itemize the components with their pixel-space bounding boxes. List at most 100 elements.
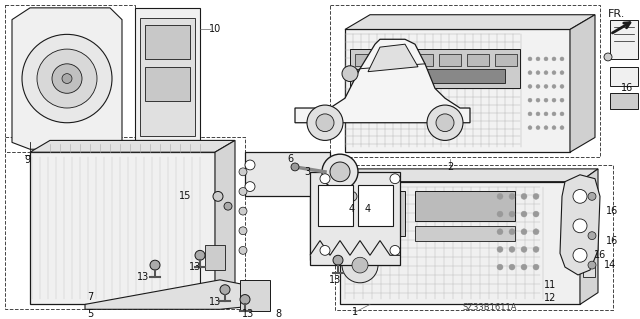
Text: 13: 13 — [137, 272, 149, 282]
Circle shape — [604, 53, 612, 61]
Circle shape — [363, 191, 373, 201]
Bar — [355, 69, 505, 84]
Bar — [610, 20, 638, 59]
Polygon shape — [570, 15, 595, 152]
Text: 6: 6 — [287, 154, 293, 164]
Polygon shape — [560, 175, 600, 275]
Circle shape — [333, 255, 343, 265]
Text: 10: 10 — [209, 25, 221, 34]
Circle shape — [224, 202, 232, 210]
Text: 11: 11 — [544, 280, 556, 290]
Circle shape — [320, 174, 330, 184]
Circle shape — [552, 57, 556, 61]
Circle shape — [544, 71, 548, 75]
Bar — [140, 18, 195, 136]
Polygon shape — [30, 152, 215, 304]
Bar — [205, 246, 225, 270]
Circle shape — [509, 193, 515, 199]
Circle shape — [62, 74, 72, 84]
Polygon shape — [340, 169, 598, 182]
Polygon shape — [295, 39, 470, 123]
Bar — [145, 67, 190, 101]
Bar — [355, 101, 405, 109]
Circle shape — [544, 85, 548, 88]
Polygon shape — [30, 140, 235, 152]
Text: 7: 7 — [87, 292, 93, 301]
Polygon shape — [580, 169, 598, 304]
Polygon shape — [345, 15, 595, 29]
Text: FR.: FR. — [608, 9, 625, 19]
Text: 14: 14 — [604, 260, 616, 270]
Circle shape — [342, 248, 378, 283]
Text: 4: 4 — [349, 204, 355, 214]
Circle shape — [536, 57, 540, 61]
Circle shape — [307, 105, 343, 140]
Circle shape — [22, 34, 112, 123]
Circle shape — [509, 264, 515, 270]
Circle shape — [220, 285, 230, 294]
Bar — [467, 54, 489, 66]
Bar — [330, 5, 600, 157]
Text: 5: 5 — [87, 309, 93, 319]
Circle shape — [536, 85, 540, 88]
Bar — [383, 54, 405, 66]
Circle shape — [536, 98, 540, 102]
Circle shape — [436, 114, 454, 131]
Polygon shape — [368, 44, 418, 72]
Circle shape — [533, 247, 539, 252]
Text: 16: 16 — [621, 83, 633, 93]
Bar — [583, 265, 595, 277]
Circle shape — [509, 247, 515, 252]
Bar — [155, 145, 180, 157]
Circle shape — [521, 229, 527, 235]
Circle shape — [560, 57, 564, 61]
Bar — [350, 49, 520, 88]
Circle shape — [588, 232, 596, 240]
Text: 13: 13 — [242, 309, 254, 319]
Circle shape — [560, 98, 564, 102]
Circle shape — [528, 71, 532, 75]
Circle shape — [390, 246, 400, 255]
Bar — [610, 67, 638, 86]
Circle shape — [497, 229, 503, 235]
Polygon shape — [310, 241, 400, 255]
Bar — [355, 90, 405, 98]
Circle shape — [291, 163, 299, 171]
Circle shape — [195, 250, 205, 260]
Circle shape — [544, 98, 548, 102]
Bar — [145, 25, 190, 59]
Circle shape — [240, 294, 250, 304]
Circle shape — [573, 189, 587, 203]
Circle shape — [347, 191, 357, 201]
Circle shape — [528, 57, 532, 61]
Circle shape — [573, 249, 587, 262]
Text: 13: 13 — [329, 275, 341, 285]
Bar — [411, 54, 433, 66]
Circle shape — [342, 66, 358, 81]
Circle shape — [560, 71, 564, 75]
Bar — [583, 236, 595, 250]
Circle shape — [552, 71, 556, 75]
Circle shape — [239, 227, 247, 235]
Bar — [358, 185, 393, 226]
Polygon shape — [135, 8, 200, 152]
Bar — [345, 191, 405, 236]
Circle shape — [509, 229, 515, 235]
Circle shape — [322, 154, 358, 189]
Circle shape — [536, 71, 540, 75]
Circle shape — [427, 105, 463, 140]
Bar — [5, 137, 245, 309]
Circle shape — [552, 85, 556, 88]
Bar — [5, 5, 135, 152]
Bar — [610, 93, 638, 109]
Circle shape — [239, 168, 247, 176]
Circle shape — [213, 191, 223, 201]
Circle shape — [544, 57, 548, 61]
Circle shape — [533, 229, 539, 235]
Circle shape — [52, 64, 82, 93]
Bar — [415, 226, 515, 241]
Circle shape — [528, 85, 532, 88]
Text: 9: 9 — [24, 155, 30, 165]
Bar — [495, 54, 517, 66]
Circle shape — [533, 211, 539, 217]
